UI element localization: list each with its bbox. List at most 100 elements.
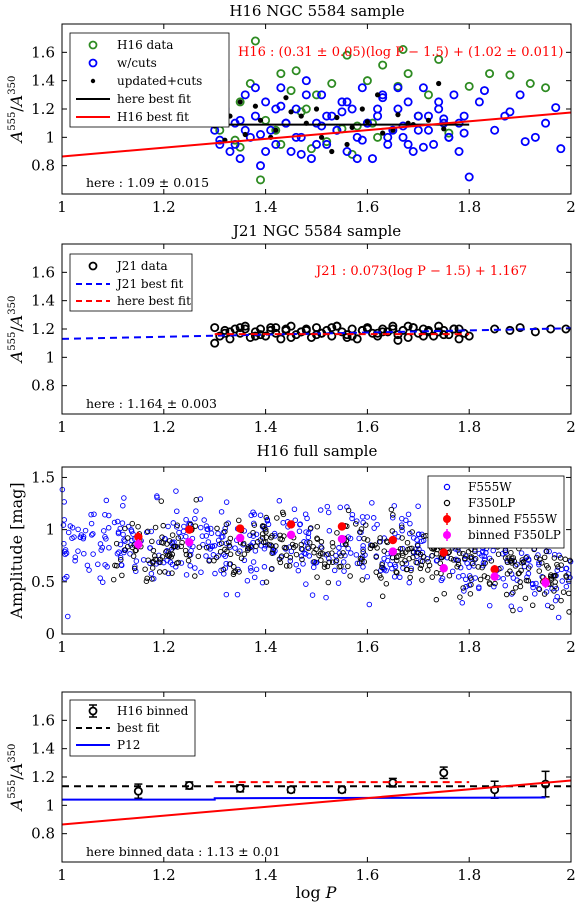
f555w-point <box>481 557 488 563</box>
wcuts-point <box>383 139 393 149</box>
f350lp-point <box>395 553 401 560</box>
updated-point <box>364 119 370 125</box>
f350lp-point <box>477 576 484 583</box>
x-tick-label: 1.6 <box>355 638 379 656</box>
binned-point <box>337 522 347 531</box>
f350lp-point <box>326 559 332 565</box>
f350lp-point <box>549 604 555 610</box>
wcuts-point <box>276 101 286 111</box>
f555w-point <box>360 543 366 549</box>
f555w-point <box>366 601 373 608</box>
j21-point <box>276 334 286 344</box>
h16-data-point <box>373 132 383 142</box>
h16-binned-point <box>439 768 449 778</box>
f350lp-point <box>182 547 189 554</box>
f555w-point <box>111 519 118 526</box>
wcuts-point <box>474 97 484 107</box>
x-tick-label: 1.4 <box>254 866 278 884</box>
f350lp-point <box>308 525 314 531</box>
h16-binned-point <box>286 785 296 795</box>
f555w-point <box>486 602 493 609</box>
f555w-point <box>154 493 160 499</box>
f555w-point <box>218 509 225 515</box>
f350lp-point <box>338 563 344 570</box>
f350lp-point <box>220 566 227 573</box>
f555w-point <box>106 545 112 551</box>
h16-data-point <box>311 90 321 100</box>
f350lp-point <box>364 537 371 543</box>
updated-point <box>298 113 304 119</box>
updated-point <box>313 106 320 112</box>
f350lp-point <box>240 540 247 547</box>
f555w-point <box>250 509 256 516</box>
binned-point <box>185 525 194 534</box>
wcuts-point <box>215 139 225 149</box>
f350lp-point <box>562 556 569 563</box>
h16-data-point <box>235 97 245 107</box>
wcuts-point <box>311 139 321 149</box>
f350lp-point <box>281 533 287 539</box>
f555w-point <box>89 532 95 538</box>
f555w-point <box>462 576 469 583</box>
panel-h16-full: H16 full sample 1 1.2 1.4 1.6 1.8 2 00.511.5 … <box>7 442 576 656</box>
f350lp-point <box>277 532 283 539</box>
f555w-point <box>535 585 542 592</box>
f350lp-point <box>268 542 274 548</box>
f555w-point <box>349 511 356 518</box>
f350lp-point <box>231 564 237 570</box>
f350lp-point <box>433 550 440 557</box>
wcuts-point <box>403 139 413 149</box>
x-tick-label: 1 <box>57 866 67 884</box>
updated-point <box>288 109 294 115</box>
x-tick-label: 1.6 <box>355 198 379 216</box>
f555w-point <box>359 514 366 520</box>
wcuts-point <box>261 146 271 156</box>
f350lp-point <box>393 569 399 575</box>
panel3-title: H16 full sample <box>257 442 378 460</box>
updated-point <box>283 95 289 101</box>
f555w-point <box>280 519 286 526</box>
f555w-point <box>165 570 172 577</box>
h16-data-point <box>464 81 474 91</box>
f350lp-point <box>425 567 431 573</box>
h16-data-point <box>230 135 240 145</box>
wcuts-point <box>464 172 474 182</box>
f350lp-point <box>112 562 118 569</box>
f350lp-point <box>149 538 155 545</box>
updated-point <box>436 80 442 87</box>
wcuts-point <box>225 146 235 156</box>
f555w-point <box>517 606 523 613</box>
f350lp-point <box>281 544 288 551</box>
wcuts-point <box>434 97 444 107</box>
updated-point <box>380 130 386 136</box>
f350lp-point <box>196 544 203 550</box>
f350lp-point <box>157 556 164 563</box>
wcuts-point <box>373 111 383 121</box>
f350lp-point <box>253 543 259 550</box>
f350lp-point <box>283 552 290 559</box>
h16-binned-point <box>337 785 347 795</box>
f555w-point <box>296 528 303 534</box>
updated-point <box>344 141 350 148</box>
f555w-point <box>360 564 366 570</box>
panel1-annotation: H16 : (0.31 ± 0.05)(log P − 1.5) + (1.02… <box>238 45 564 60</box>
f555w-point <box>121 495 127 501</box>
j21-point <box>240 321 250 331</box>
legend-p12: P12 <box>117 738 140 752</box>
f350lp-point <box>415 543 421 549</box>
f350lp-point <box>413 559 419 566</box>
f350lp-point <box>378 575 384 581</box>
f350lp-point <box>533 554 540 561</box>
f350lp-point <box>522 595 529 602</box>
wcuts-point <box>347 104 357 114</box>
f555w-point <box>353 552 360 558</box>
f555w-point <box>305 530 312 537</box>
f350lp-point <box>298 541 305 548</box>
updated-point <box>318 134 325 140</box>
f555w-point <box>300 561 306 567</box>
f350lp-point <box>429 574 435 580</box>
f555w-point <box>364 514 370 520</box>
f555w-point <box>148 570 155 577</box>
f555w-point <box>208 530 215 536</box>
